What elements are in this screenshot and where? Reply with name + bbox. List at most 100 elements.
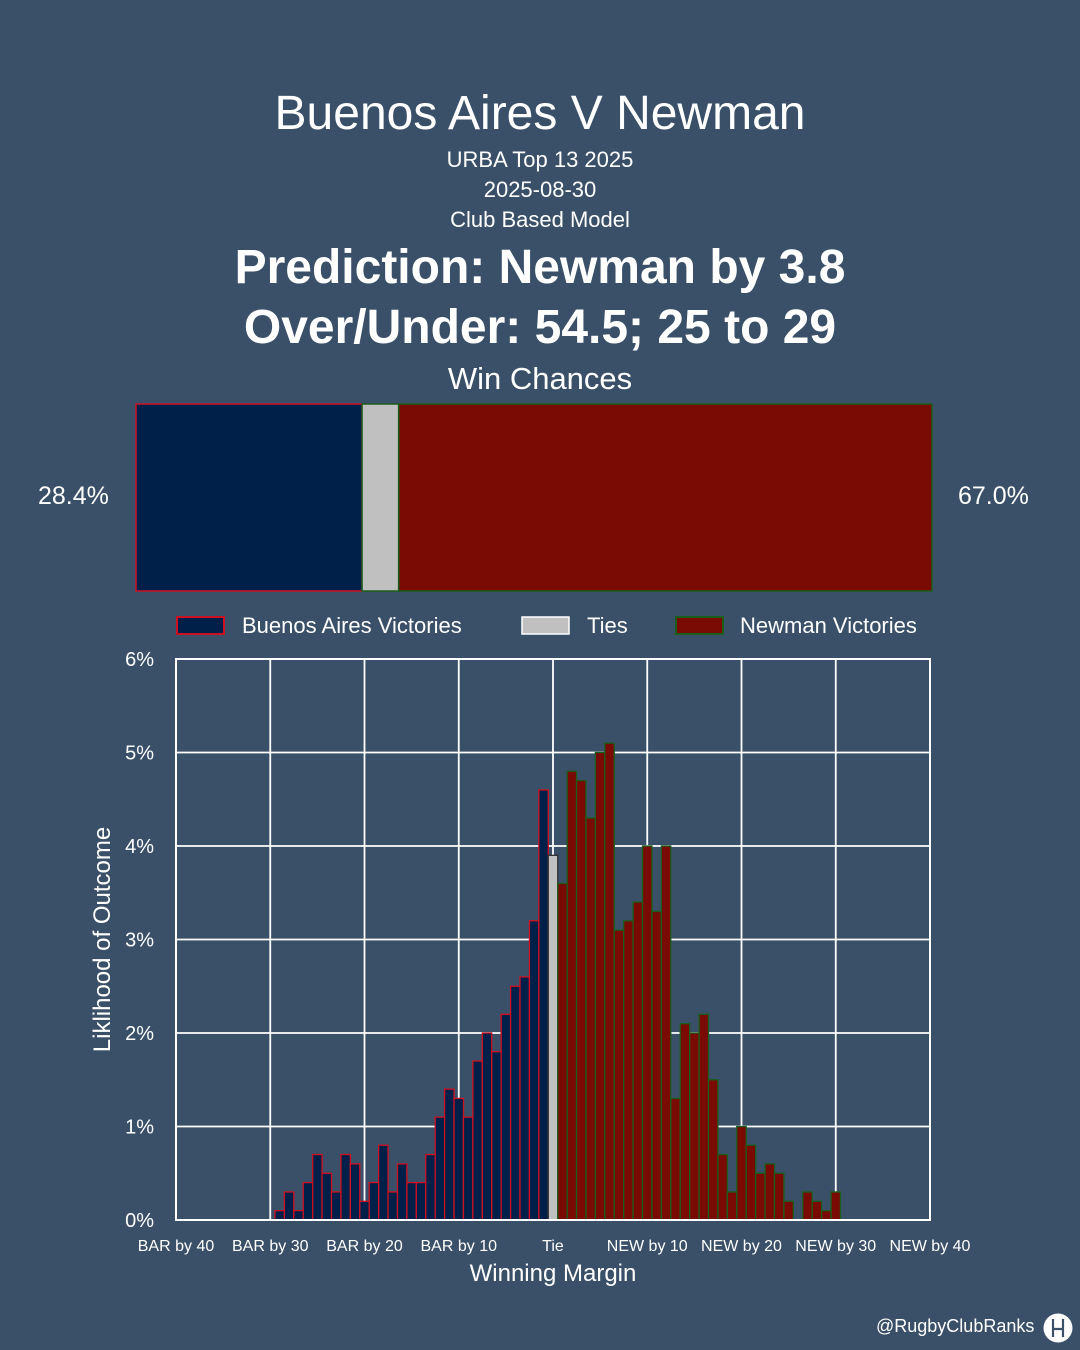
bar-home [283,1191,295,1221]
over-under-text: Over/Under: 54.5; 25 to 29 [243,301,837,354]
legend: Buenos Aires Victories Ties Newman Victo… [176,613,917,638]
x-tick-label: NEW by 30 [795,1238,876,1255]
prediction-text: Prediction: Newman by 3.8 [234,241,846,294]
bar-away [594,751,606,1221]
home-win-percent: 28.4% [38,482,109,510]
bar-home [453,1097,465,1221]
bar-away [783,1200,794,1221]
footer-handle[interactable]: @RugbyClubRanks [876,1316,1035,1336]
bar-away [632,901,644,1221]
y-axis-label: Liklihood of Outcome [89,827,116,1052]
bar-home [481,1032,493,1221]
bar-home [491,1051,502,1221]
bar-home [500,1013,512,1221]
bar-home [396,1163,408,1221]
x-tick-label: NEW by 10 [607,1238,688,1255]
x-tick-label: BAR by 20 [326,1238,403,1255]
bar-away [623,920,634,1221]
bar-home [462,1116,474,1221]
legend-swatch-home [176,616,225,635]
bar-away [604,742,615,1221]
y-tick-label: 6% [125,649,154,671]
away-win-percent: 67.0% [958,482,1029,510]
bar-away [689,1032,700,1221]
bar-away [613,929,625,1221]
x-tick-label: Tie [542,1238,564,1255]
bar-away [575,779,587,1221]
y-tick-label: 2% [125,1023,154,1045]
x-tick-label: BAR by 40 [138,1238,215,1255]
y-tick-label: 3% [125,930,154,952]
y-tick-label: 5% [125,743,154,765]
plot-frame [175,658,931,1221]
x-tick-label: BAR by 10 [421,1238,498,1255]
bar-home [538,789,549,1221]
model-label: Club Based Model [450,207,630,232]
bar-home [406,1181,417,1221]
bar-away [670,1097,681,1221]
bar-home [349,1163,361,1221]
bar-away [698,1013,710,1221]
win-chance-bar [135,403,933,592]
bar-away [811,1200,823,1221]
bar-away [736,1125,747,1221]
chart-title: Buenos Aires V Newman [274,87,806,140]
bar-away [679,1023,691,1221]
x-axis-label: Winning Margin [470,1260,637,1287]
histogram-bars [274,742,842,1221]
y-tick-label: 4% [125,836,154,858]
legend-swatch-away [675,616,724,635]
win-segment-tie [361,403,400,592]
bar-away [585,817,597,1221]
bar-home [330,1191,342,1221]
match-date: 2025-08-30 [483,177,597,202]
bar-away [820,1210,832,1221]
y-tick-label: 0% [125,1210,154,1232]
bar-tie [547,854,559,1221]
legend-label-home: Buenos Aires Victories [242,613,462,638]
bar-home [509,985,521,1221]
bar-away [707,1079,719,1221]
bar-home [387,1191,399,1221]
bar-home [434,1116,446,1221]
axis-ticks: BAR by 40 BAR by 30 BAR by 20 BAR by 10 Tie N… [125,649,970,1255]
bar-home [472,1060,483,1221]
bar-home [312,1153,323,1221]
bar-home [340,1153,352,1221]
x-tick-label: NEW by 40 [890,1238,971,1255]
bar-home [368,1181,380,1221]
bar-home [443,1088,455,1221]
bar-home [528,920,540,1221]
legend-label-away: Newman Victories [740,613,917,638]
bar-home [359,1200,370,1221]
bar-away [660,845,672,1221]
bar-away [557,882,568,1221]
win-segment-home [135,403,363,592]
bar-away [754,1172,766,1221]
bar-home [293,1210,304,1221]
win-chances-label: Win Chances [447,361,633,396]
bar-home [425,1153,436,1221]
bar-away [773,1172,785,1221]
competition-label: URBA Top 13 2025 [446,147,634,172]
legend-swatch-tie [521,616,570,635]
bar-home [519,976,531,1221]
bar-away [726,1191,738,1221]
rugby-posts-logo-icon [1043,1313,1073,1343]
bar-away [641,845,653,1221]
win-segment-away [397,403,933,592]
bar-away [764,1163,776,1221]
y-tick-label: 1% [125,1117,154,1139]
bar-home [377,1144,389,1221]
bar-away [717,1153,729,1221]
x-tick-label: NEW by 20 [701,1238,782,1255]
x-tick-label: BAR by 30 [232,1238,309,1255]
legend-label-tie: Ties [587,613,628,638]
bar-away [802,1191,813,1221]
bar-away [651,910,663,1221]
bar-home [274,1210,286,1221]
bar-home [415,1181,427,1221]
bar-away [830,1191,842,1221]
bar-home [321,1172,333,1221]
